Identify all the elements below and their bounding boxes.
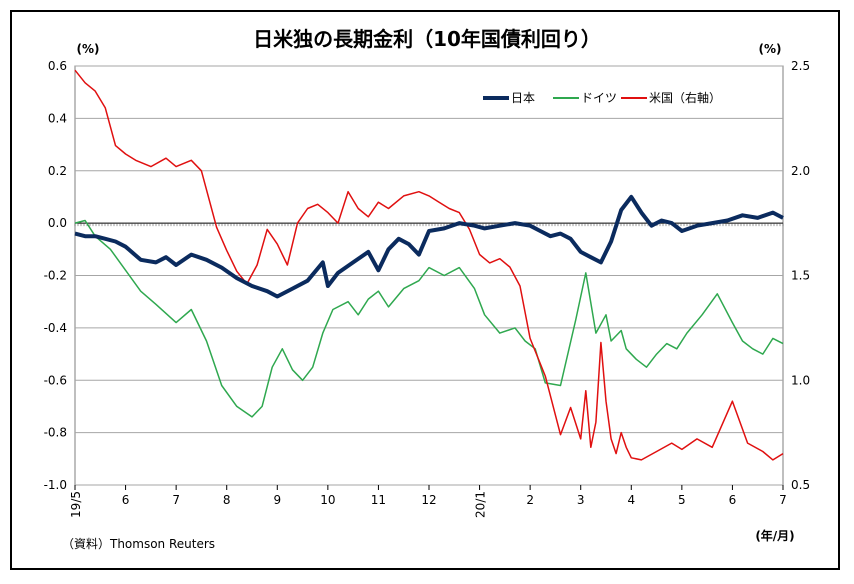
right-tick-label: 2.5 (791, 59, 810, 73)
series-line-1 (74, 219, 784, 418)
legend-label: 日本 (511, 91, 535, 105)
right-tick-label: 1.0 (791, 373, 810, 387)
legend-label: ドイツ (581, 91, 617, 105)
left-tick-label: 0.6 (48, 59, 67, 73)
right-axis-unit: (%) (759, 42, 782, 56)
x-tick-label: 3 (577, 493, 585, 507)
left-tick-label: 0.4 (48, 111, 67, 125)
left-axis-unit: (%) (77, 42, 100, 56)
series-line-0 (74, 194, 784, 299)
source-note: （資料）Thomson Reuters (62, 537, 215, 551)
right-tick-label: 0.5 (791, 478, 810, 492)
x-tick-label: 4 (627, 493, 635, 507)
chart-frame (10, 10, 840, 570)
x-tick-label: 2 (526, 493, 534, 507)
left-tick-label: 0.2 (48, 164, 67, 178)
x-tick-label: 7 (172, 493, 180, 507)
x-tick-label: 6 (122, 493, 130, 507)
left-tick-label: -0.4 (44, 321, 67, 335)
right-tick-label: 2.0 (791, 164, 810, 178)
x-tick-label: 6 (729, 493, 737, 507)
series-line-2 (74, 69, 784, 461)
x-tick-label: 11 (371, 493, 386, 507)
x-tick-label: 7 (779, 493, 787, 507)
x-axis-unit: (年/月) (755, 528, 794, 543)
left-tick-label: -0.2 (44, 269, 67, 283)
x-tick-label: 19/5 (69, 491, 83, 518)
x-tick-label: 20/1 (474, 491, 488, 518)
left-tick-label: -0.8 (44, 426, 67, 440)
left-tick-label: 0.0 (48, 216, 67, 230)
left-axis-ticks: 0.6 0.4 0.2 0.0 -0.2 -0.4 -0.6 -0.8 -1.0 (44, 59, 67, 492)
right-axis-ticks: 2.5 2.0 1.5 1.0 0.5 (791, 59, 810, 492)
x-axis-ticks: 19/5 6 7 8 9 10 11 12 20/1 2 3 4 5 6 7 (69, 485, 787, 518)
x-tick-label: 9 (273, 493, 281, 507)
series-lines (74, 69, 784, 461)
x-tick-label: 12 (421, 493, 436, 507)
chart-title: 日米独の長期金利（10年国債利回り） (253, 27, 601, 51)
legend-label: 米国（右軸） (649, 90, 721, 105)
right-tick-label: 1.5 (791, 269, 810, 283)
x-tick-label: 8 (223, 493, 231, 507)
x-tick-label: 10 (320, 493, 335, 507)
x-tick-label: 5 (678, 493, 686, 507)
left-tick-label: -1.0 (44, 478, 67, 492)
left-tick-label: -0.6 (44, 373, 67, 387)
legend: 日本 ドイツ 米国（右軸） (483, 90, 721, 105)
grid-lines (74, 65, 784, 486)
